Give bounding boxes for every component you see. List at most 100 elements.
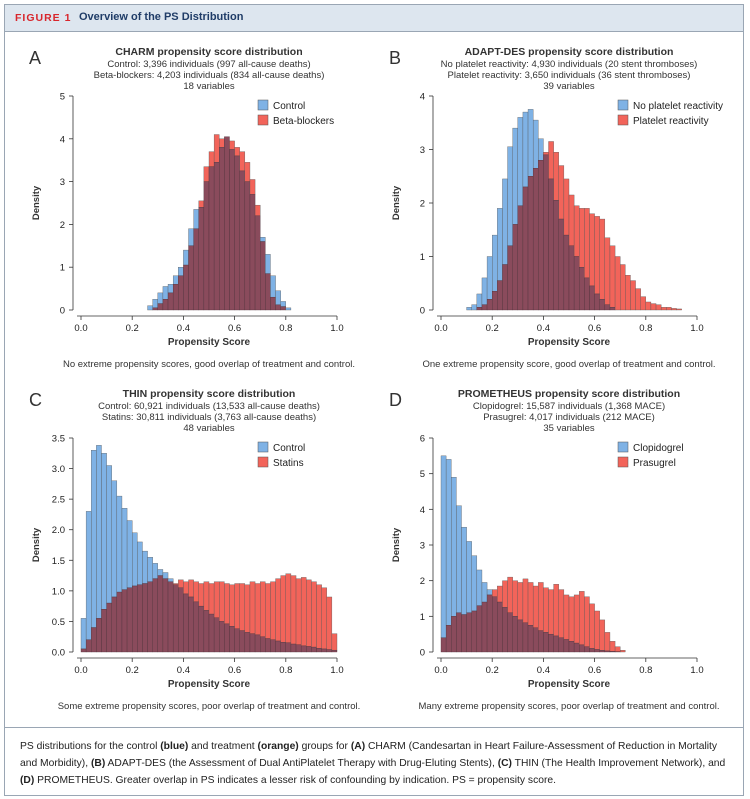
overlap-bar bbox=[502, 607, 508, 653]
control-bar bbox=[481, 277, 488, 305]
overlap-bar bbox=[198, 605, 205, 653]
overlap-bar bbox=[512, 616, 518, 653]
x-tick-label: 1.0 bbox=[690, 323, 703, 334]
treatment-bar bbox=[563, 594, 570, 640]
treatment-bar bbox=[650, 303, 657, 311]
chart-subtitle: Platelet reactivity: 3,650 individuals (… bbox=[448, 70, 691, 81]
overlap-bar bbox=[101, 609, 107, 653]
overlap-bar bbox=[162, 578, 169, 653]
overlap-bar bbox=[543, 632, 549, 653]
figure-header: FIGURE 1 Overview of the PS Distribution bbox=[5, 5, 743, 32]
x-tick-label: 0.6 bbox=[588, 323, 601, 334]
control-bar bbox=[481, 582, 488, 603]
treatment-bar bbox=[254, 583, 261, 636]
control-bar bbox=[188, 228, 194, 246]
overlap-bar bbox=[275, 304, 281, 311]
overlap-bar bbox=[517, 205, 524, 311]
x-tick-label: 0.2 bbox=[126, 665, 139, 676]
treatment-bar bbox=[666, 307, 672, 311]
legend-label: Control bbox=[273, 443, 305, 454]
chart-title: CHARM propensity score distribution bbox=[115, 46, 302, 58]
control-bar bbox=[461, 526, 467, 615]
control-bar bbox=[178, 267, 184, 276]
overlap-bar bbox=[188, 245, 194, 311]
overlap-bar bbox=[532, 168, 539, 311]
x-tick-label: 0.0 bbox=[434, 665, 447, 676]
overlap-bar bbox=[183, 593, 189, 653]
overlap-bar bbox=[573, 256, 580, 311]
control-bar bbox=[492, 234, 498, 292]
caption-bold: (B) bbox=[90, 758, 106, 769]
overlap-bar bbox=[178, 587, 184, 653]
y-tick-label: 4 bbox=[420, 505, 425, 516]
overlap-bar bbox=[553, 200, 559, 311]
overlap-bar bbox=[573, 642, 580, 653]
panel-letter: D bbox=[389, 390, 402, 410]
x-tick-label: 1.0 bbox=[690, 665, 703, 676]
chart-note: One extreme propensity score, good overl… bbox=[422, 359, 715, 370]
treatment-bar bbox=[553, 584, 559, 637]
treatment-bar bbox=[300, 577, 307, 647]
treatment-bar bbox=[512, 580, 518, 617]
treatment-bar bbox=[492, 589, 498, 597]
overlap-bar bbox=[599, 650, 606, 653]
control-bar bbox=[507, 146, 513, 246]
overlap-bar bbox=[147, 581, 153, 653]
overlap-bar bbox=[311, 646, 317, 653]
overlap-bar bbox=[152, 578, 158, 653]
treatment-bar bbox=[609, 245, 616, 308]
overlap-bar bbox=[106, 602, 112, 653]
treatment-bar bbox=[321, 587, 327, 650]
x-tick-label: 1.0 bbox=[330, 665, 343, 676]
overlap-bar bbox=[260, 636, 266, 653]
treatment-bar bbox=[198, 583, 205, 607]
overlap-bar bbox=[527, 625, 534, 653]
treatment-bar bbox=[203, 581, 210, 611]
treatment-bar bbox=[295, 578, 302, 645]
treatment-bar bbox=[254, 204, 261, 217]
y-tick-label: 1 bbox=[60, 263, 65, 274]
overlap-bar bbox=[162, 299, 169, 311]
legend-label: Clopidogrel bbox=[633, 443, 684, 454]
overlap-bar bbox=[203, 610, 210, 653]
treatment-bar bbox=[579, 591, 585, 646]
control-bar bbox=[80, 618, 87, 650]
overlap-bar bbox=[440, 637, 447, 653]
overlap-bar bbox=[579, 267, 585, 311]
overlap-bar bbox=[522, 622, 529, 653]
overlap-bar bbox=[213, 617, 220, 653]
overlap-bar bbox=[244, 632, 251, 653]
overlap-bar bbox=[126, 587, 133, 653]
y-tick-label: 1 bbox=[420, 252, 425, 263]
control-bar bbox=[101, 453, 107, 610]
treatment-bar bbox=[502, 580, 508, 608]
chart-panel-d: D PROMETHEUS propensity score distributio… bbox=[389, 388, 719, 712]
overlap-bar bbox=[249, 633, 256, 653]
overlap-bar bbox=[219, 147, 225, 311]
treatment-bar bbox=[599, 619, 606, 651]
caption-text: CHARM (Candesartan in Heart Failure-Asse… bbox=[20, 741, 718, 769]
control-bar bbox=[116, 495, 123, 593]
overlap-bar bbox=[481, 601, 488, 653]
chart-subtitle: Beta-blockers: 4,203 individuals (834 al… bbox=[94, 70, 325, 81]
overlap-bar bbox=[563, 639, 570, 653]
treatment-bar bbox=[579, 208, 585, 268]
overlap-bar bbox=[538, 630, 544, 653]
control-bar bbox=[162, 572, 169, 579]
treatment-bar bbox=[229, 140, 235, 150]
legend-swatch-treatment bbox=[257, 456, 269, 468]
x-tick-label: 0.0 bbox=[74, 323, 87, 334]
treatment-bar bbox=[234, 583, 240, 629]
control-bar bbox=[527, 109, 534, 177]
y-tick-label: 5 bbox=[60, 92, 65, 103]
treatment-bar bbox=[183, 581, 189, 595]
control-bar bbox=[532, 119, 539, 169]
control-bar bbox=[193, 209, 199, 229]
chart-subtitle: 35 variables bbox=[543, 423, 594, 434]
y-tick-label: 2.0 bbox=[52, 525, 65, 536]
control-bar bbox=[275, 290, 281, 306]
overlap-bar bbox=[152, 307, 158, 311]
overlap-bar bbox=[137, 584, 143, 653]
caption-text: PROMETHEUS. Greater overlap in PS indica… bbox=[34, 775, 556, 786]
overlap-bar bbox=[280, 642, 286, 653]
